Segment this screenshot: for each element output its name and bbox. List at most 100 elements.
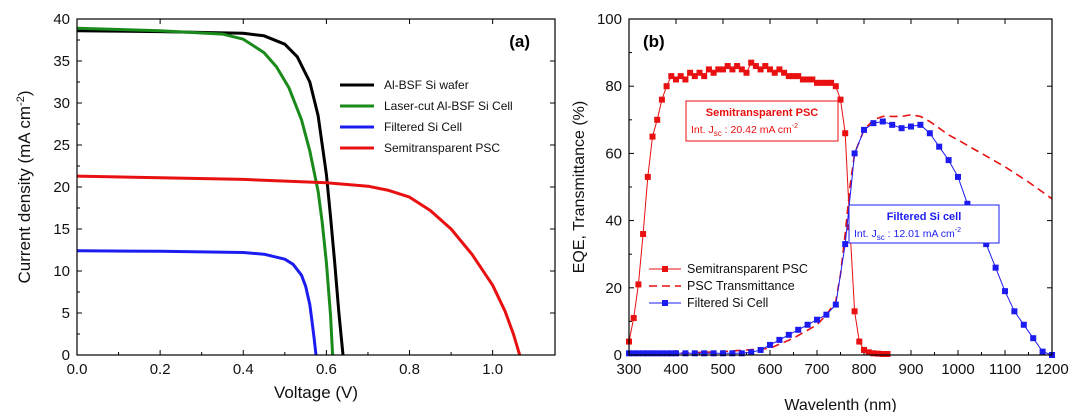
series-marker xyxy=(682,76,689,83)
plot-frame xyxy=(628,18,1053,356)
series-marker xyxy=(870,120,877,127)
series-marker xyxy=(809,76,816,83)
panel-label: (a) xyxy=(509,32,530,51)
series-marker xyxy=(640,231,647,238)
series-marker xyxy=(668,73,675,80)
x-tick-label: 1200 xyxy=(1035,361,1068,378)
series-marker xyxy=(644,173,651,180)
series-marker xyxy=(795,73,802,80)
x-tick-label: 400 xyxy=(663,361,688,378)
legend-marker xyxy=(662,300,668,306)
legend-marker xyxy=(662,266,668,272)
series-marker xyxy=(818,79,825,86)
y-tick-label: 15 xyxy=(53,221,70,238)
series-marker xyxy=(649,350,656,357)
series-marker xyxy=(710,69,717,76)
series-marker xyxy=(955,173,961,180)
series-marker xyxy=(898,125,905,132)
series-marker xyxy=(640,350,647,357)
y-tick-label: 40 xyxy=(53,11,70,28)
series-marker xyxy=(630,315,637,322)
series-marker xyxy=(1030,335,1037,342)
series-marker xyxy=(992,264,999,271)
series-line xyxy=(77,29,345,355)
y-axis-label: EQE, Transmittance (%) xyxy=(571,101,588,274)
series-marker xyxy=(1002,288,1008,295)
legend-label: Laser-cut Al-BSF Si Cell xyxy=(384,99,513,113)
series-marker xyxy=(729,66,736,73)
series-marker xyxy=(851,308,858,315)
series-marker xyxy=(767,66,773,73)
series-marker xyxy=(738,66,745,73)
x-tick-label: 500 xyxy=(710,361,735,378)
series-marker xyxy=(654,116,661,123)
series-marker xyxy=(785,73,792,80)
series-marker xyxy=(804,76,811,83)
x-tick-label: 0.0 xyxy=(67,361,88,378)
legend-label: PSC Transmittance xyxy=(687,279,795,293)
series-marker xyxy=(964,200,971,207)
series-dashed-line xyxy=(628,113,1053,355)
y-tick-label: 10 xyxy=(53,263,70,280)
series-marker xyxy=(767,341,773,348)
series-marker xyxy=(879,350,886,357)
series-marker xyxy=(889,121,896,128)
series-marker xyxy=(804,321,811,328)
annotation-box xyxy=(685,100,839,142)
series-marker xyxy=(861,346,867,353)
series-marker xyxy=(842,130,849,137)
series-marker xyxy=(677,73,684,80)
series-marker xyxy=(875,350,882,357)
series-marker xyxy=(814,316,820,323)
series-marker xyxy=(851,150,858,157)
series-marker xyxy=(762,63,769,70)
series-marker xyxy=(865,349,872,356)
x-tick-label: 1.0 xyxy=(482,361,503,378)
y-tick-label: 60 xyxy=(605,145,622,162)
series-marker xyxy=(861,126,867,133)
series-marker xyxy=(823,79,830,86)
y-tick-label: 25 xyxy=(53,137,70,154)
panel-a-chart: 0.0 0.2 0.4 0.6 0.8 1.0 0 5 10 15 20 25 30 35 40 (a) Vol… xyxy=(15,11,556,402)
x-tick-label: 300 xyxy=(616,361,641,378)
series-marker xyxy=(781,69,788,76)
series-marker xyxy=(635,350,642,357)
y-tick-label: 40 xyxy=(605,213,622,230)
legend-label: Semitransparent PSC xyxy=(384,141,500,155)
series-marker xyxy=(776,66,783,73)
series-marker xyxy=(832,301,839,308)
series-marker xyxy=(1020,321,1027,328)
series-line xyxy=(77,174,522,355)
series-marker xyxy=(814,79,820,86)
series-marker xyxy=(668,350,675,357)
series-marker xyxy=(790,73,797,80)
series-marker xyxy=(799,76,806,83)
x-axis-label: Wavelenth (nm) xyxy=(784,397,896,412)
x-tick-label: 700 xyxy=(804,361,829,378)
series-marker xyxy=(870,350,877,357)
series-marker xyxy=(1011,308,1018,315)
series-marker xyxy=(795,326,802,333)
x-tick-label: 600 xyxy=(757,361,782,378)
series-marker xyxy=(1039,348,1046,355)
series-marker xyxy=(748,349,755,356)
panel-a-plot-area xyxy=(77,26,522,355)
legend-label: Filtered Si Cell xyxy=(687,296,768,310)
legend-label: Al-BSF Si wafer xyxy=(384,78,469,92)
series-marker xyxy=(776,336,783,343)
series-marker xyxy=(743,69,750,76)
series-marker xyxy=(752,63,759,70)
y-tick-label: 20 xyxy=(605,280,622,297)
series-marker xyxy=(658,350,665,357)
y-tick-label: 0 xyxy=(62,347,70,364)
series-marker xyxy=(673,76,679,83)
series-marker xyxy=(856,338,863,345)
series-marker xyxy=(771,69,778,76)
series-marker xyxy=(701,73,708,80)
series-marker xyxy=(710,350,717,357)
annotation-title: Filtered Si cell xyxy=(887,211,962,223)
series-marker xyxy=(663,83,670,90)
series-marker xyxy=(842,241,849,248)
series-marker xyxy=(658,96,665,103)
